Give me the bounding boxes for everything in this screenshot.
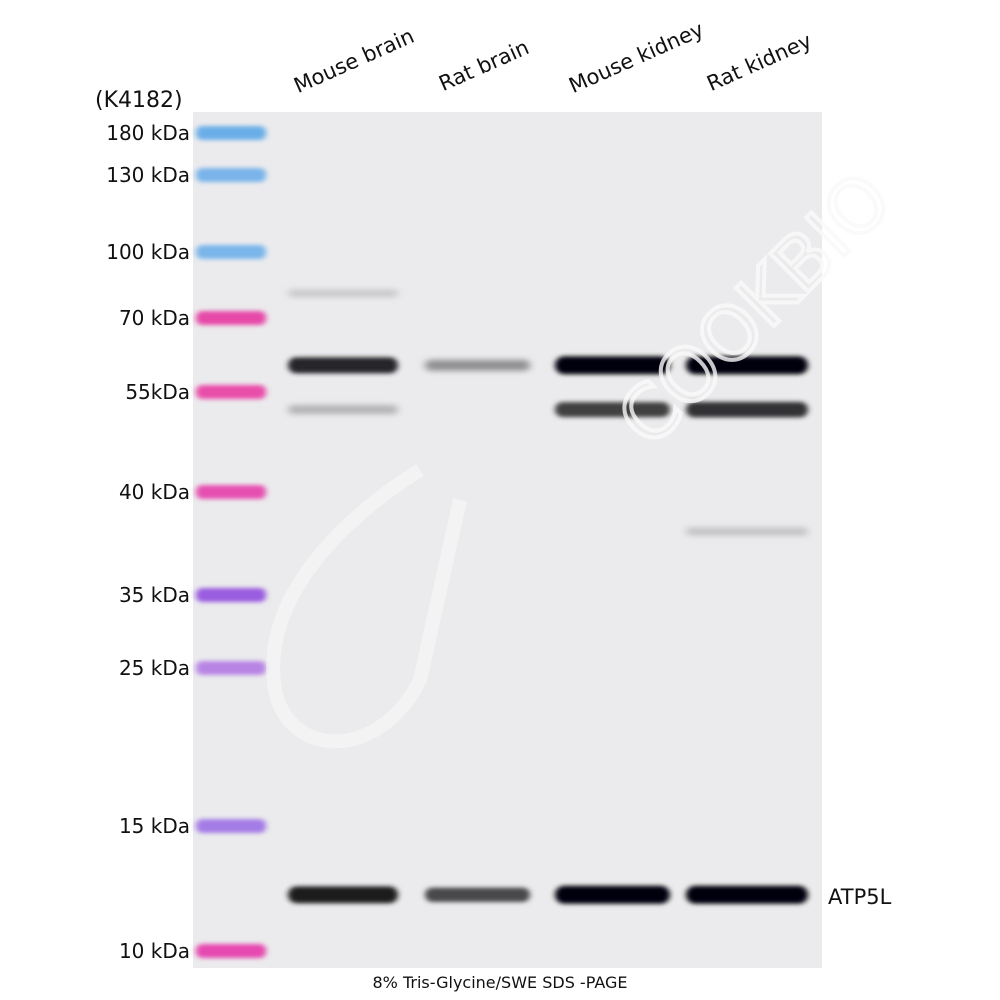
ladder-band xyxy=(196,245,266,259)
protein-band xyxy=(686,885,808,904)
ladder-band xyxy=(196,819,266,833)
marker-label: 35 kDa xyxy=(118,583,190,607)
protein-band xyxy=(288,405,398,415)
watermark-logo xyxy=(266,464,467,749)
ladder-band xyxy=(196,168,266,182)
protein-band xyxy=(686,356,808,375)
protein-band xyxy=(555,402,670,418)
protein-band xyxy=(686,527,808,536)
marker-label: 55kDa xyxy=(125,380,190,404)
protein-band xyxy=(288,289,398,298)
marker-label: 10 kDa xyxy=(118,939,190,963)
target-protein-label: ATP5L xyxy=(828,885,892,909)
protein-band xyxy=(288,886,398,904)
marker-label: 100 kDa xyxy=(106,240,190,264)
marker-label: 70 kDa xyxy=(118,306,190,330)
ladder-band xyxy=(196,385,266,399)
marker-label: 15 kDa xyxy=(118,814,190,838)
marker-label: 40 kDa xyxy=(118,480,190,504)
protein-band xyxy=(425,359,530,371)
marker-label: 25 kDa xyxy=(118,656,190,680)
ladder-band xyxy=(196,944,266,958)
kit-label: (K4182) xyxy=(95,88,183,113)
protein-band xyxy=(288,357,398,374)
membrane-background xyxy=(193,112,822,968)
marker-label: 180 kDa xyxy=(106,121,190,145)
ladder-band xyxy=(196,588,266,602)
gel-caption: 8% Tris-Glycine/SWE SDS -PAGE xyxy=(372,973,628,992)
protein-band xyxy=(555,356,670,375)
protein-band xyxy=(425,887,530,902)
protein-band xyxy=(555,885,670,904)
ladder-band xyxy=(196,661,266,675)
ladder-band xyxy=(196,126,266,140)
ladder-band xyxy=(196,311,266,325)
marker-label: 130 kDa xyxy=(106,163,190,187)
protein-band xyxy=(686,401,808,418)
ladder-band xyxy=(196,485,266,499)
